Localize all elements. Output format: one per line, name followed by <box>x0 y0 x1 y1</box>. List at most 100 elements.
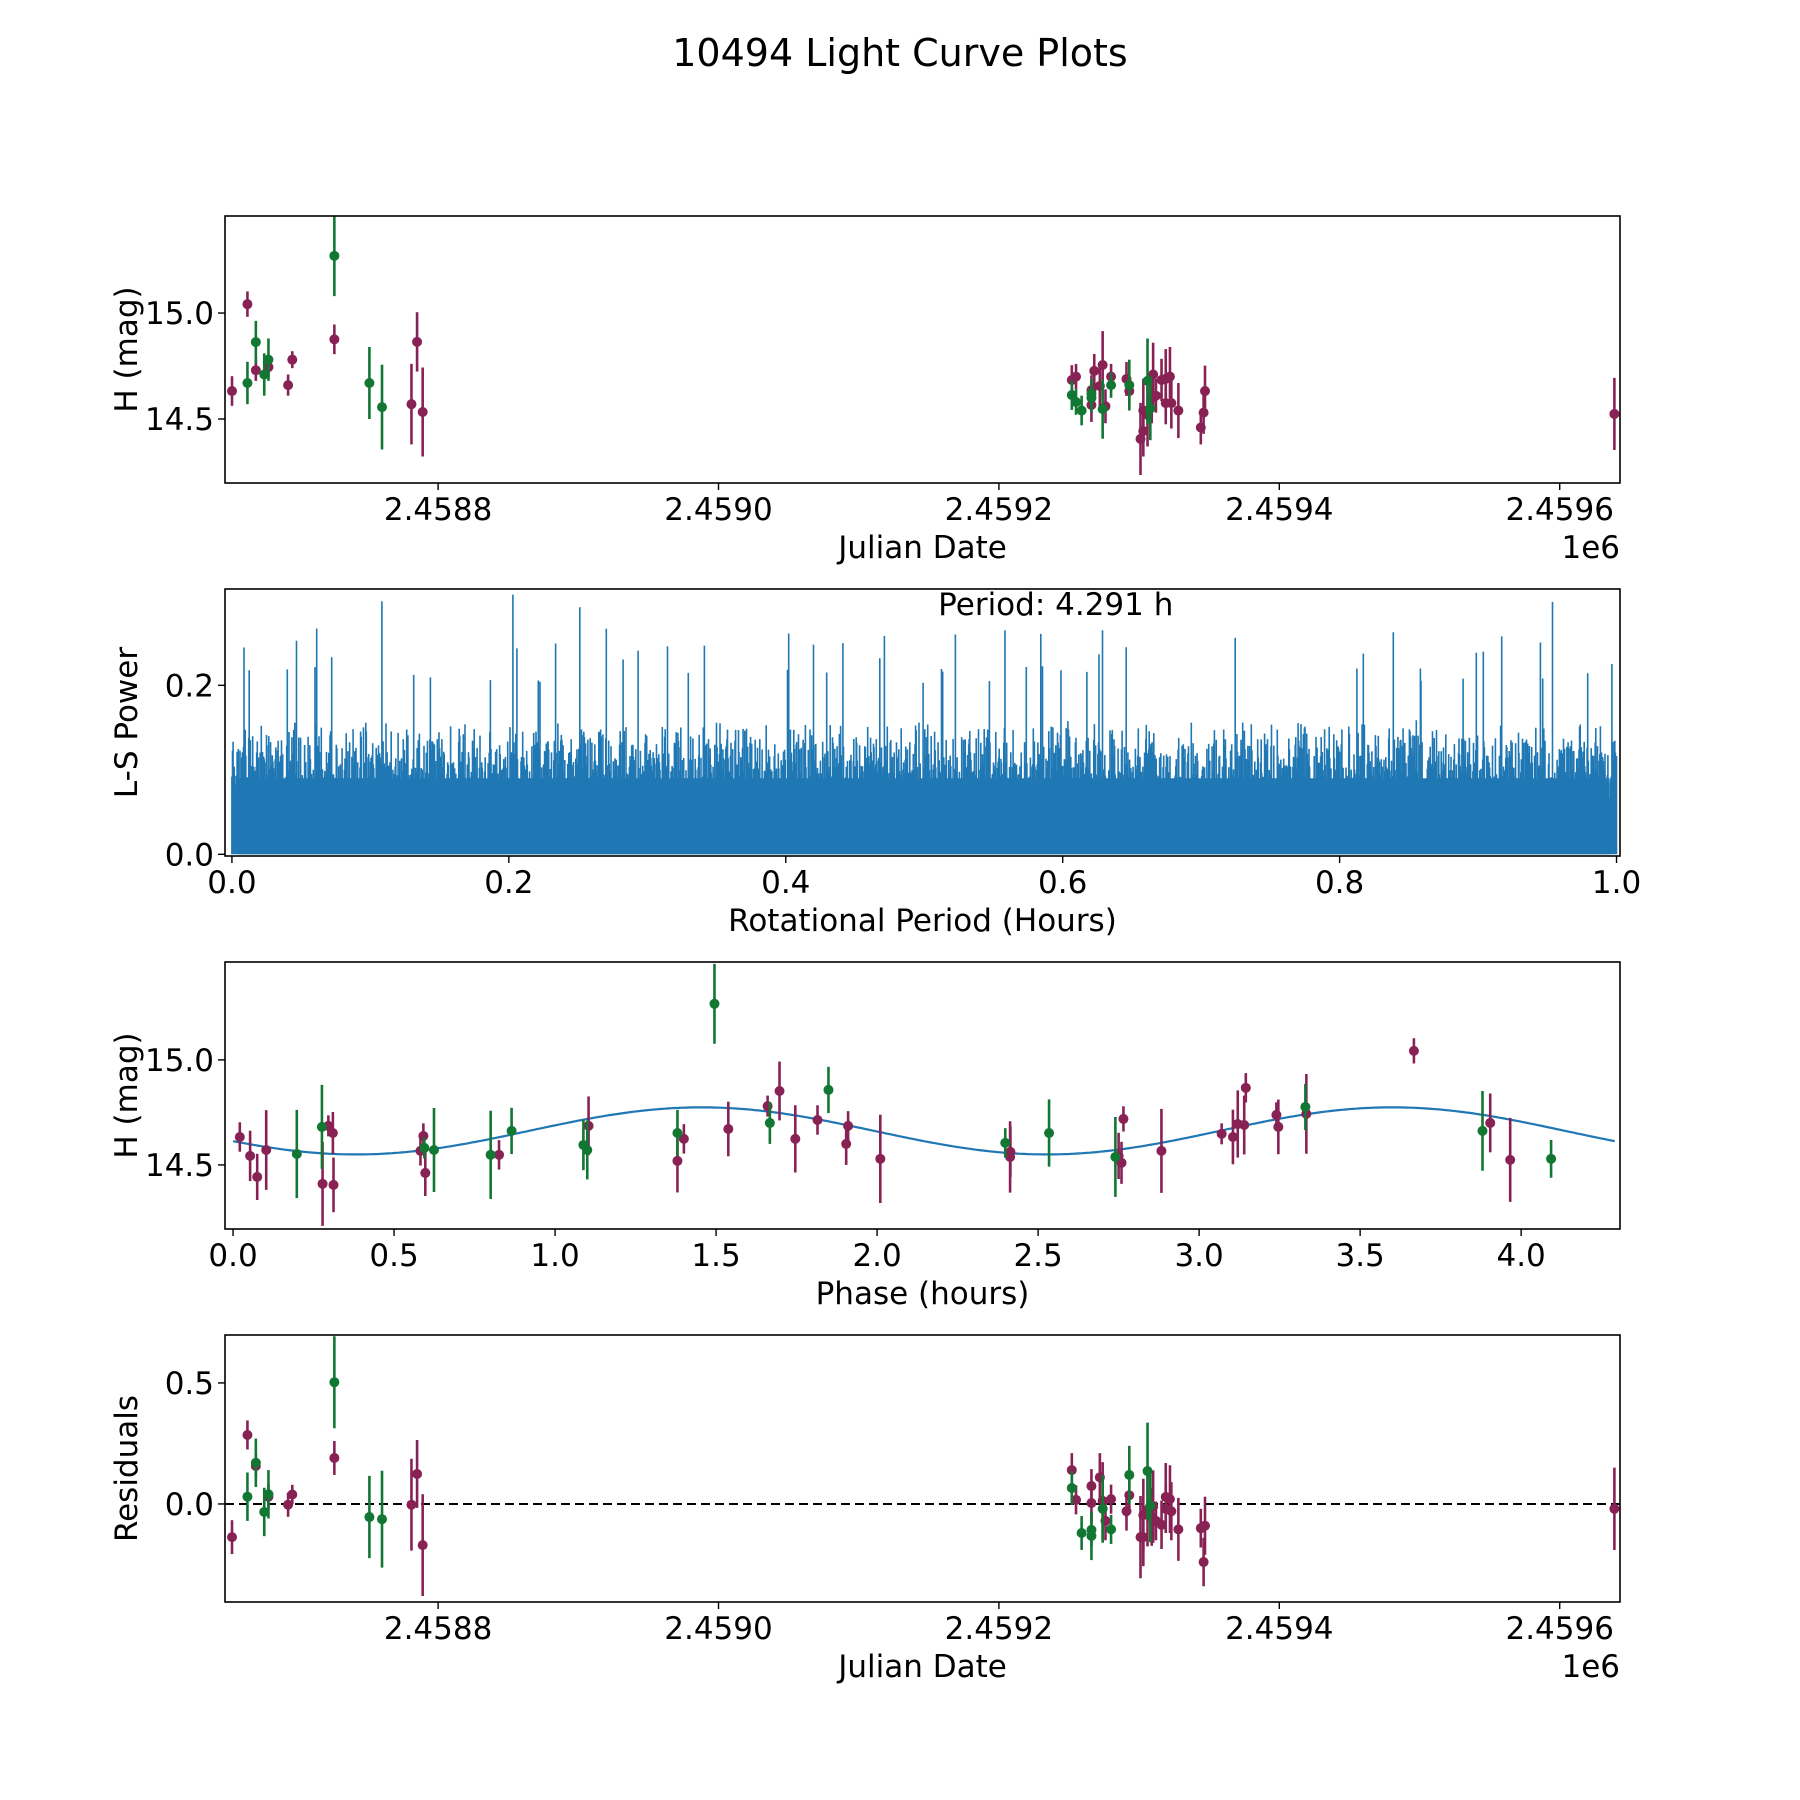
y-axis-label: H (mag) <box>109 1032 145 1158</box>
x-tick-label: 1.0 <box>1592 865 1641 901</box>
data-point <box>506 1125 517 1136</box>
x-tick-label: 2.4596 <box>1505 492 1613 528</box>
data-point <box>1173 1524 1184 1535</box>
data-point <box>790 1133 801 1144</box>
x-tick-label: 4.0 <box>1496 1238 1545 1274</box>
data-point <box>250 365 261 376</box>
data-point <box>1166 398 1177 409</box>
data-point <box>1086 1530 1097 1541</box>
data-point <box>1300 1101 1311 1112</box>
x-tick-label: 2.4590 <box>664 1611 772 1647</box>
data-point <box>242 1429 253 1440</box>
axes-frame <box>224 588 1621 857</box>
data-point <box>1546 1153 1557 1164</box>
data-point <box>252 1171 263 1182</box>
data-point <box>1106 1524 1117 1535</box>
data-point <box>420 1167 431 1178</box>
data-point <box>1200 1520 1211 1531</box>
y-tick-label: 14.5 <box>145 1148 214 1184</box>
data-point <box>1164 371 1175 382</box>
x-tick-label: 3.0 <box>1174 1238 1223 1274</box>
data-point <box>1106 380 1117 391</box>
lightcurve-panel: 2.4588 2.4590 2.4592 2.4594 2.4596 14.5 15.0 Ju… <box>109 215 1621 566</box>
plot-area <box>232 963 1616 1226</box>
y-axis-label: Residuals <box>109 1395 145 1542</box>
data-point <box>377 1514 388 1525</box>
data-point <box>1066 1482 1077 1493</box>
data-point <box>417 1540 428 1551</box>
data-point <box>1173 405 1184 416</box>
data-point <box>1164 1494 1175 1505</box>
data-point <box>812 1114 823 1125</box>
data-point <box>1166 1506 1177 1517</box>
data-point <box>1124 1469 1135 1480</box>
plot-area <box>231 594 1618 855</box>
data-point <box>1227 1131 1238 1142</box>
data-point <box>417 407 428 418</box>
data-point <box>582 1145 593 1156</box>
fit-curve <box>232 1106 1616 1156</box>
data-point <box>329 1452 340 1463</box>
data-point <box>1156 1519 1167 1530</box>
x-offset-label: 1e6 <box>1561 1649 1620 1685</box>
data-point <box>764 1117 775 1128</box>
data-point <box>1066 1465 1077 1476</box>
data-point <box>291 1149 302 1160</box>
x-tick-label: 0.0 <box>208 1238 257 1274</box>
residuals-panel: 2.4588 2.4590 2.4592 2.4594 2.4596 0.0 0.5 Juli… <box>109 1334 1621 1685</box>
x-tick-label: 0.0 <box>207 865 256 901</box>
data-point <box>1216 1128 1227 1139</box>
data-point <box>245 1150 256 1161</box>
data-point <box>242 299 253 310</box>
data-point <box>428 1145 439 1156</box>
data-point <box>412 336 423 347</box>
data-point <box>261 1145 272 1156</box>
data-point <box>242 1491 253 1502</box>
data-point <box>1000 1137 1011 1148</box>
data-point <box>250 1457 261 1468</box>
plot-area <box>227 216 1620 475</box>
x-tick-label: 2.4588 <box>384 492 492 528</box>
data-point <box>263 1489 274 1500</box>
data-point <box>1097 359 1108 370</box>
data-point <box>316 1121 327 1132</box>
y-axis-label: L-S Power <box>109 647 145 798</box>
x-tick-label: 2.4590 <box>664 492 772 528</box>
data-point <box>1076 1528 1087 1539</box>
data-point <box>1145 1500 1156 1511</box>
axes-frame <box>224 1334 1621 1603</box>
figure-title: 10494 Light Curve Plots <box>672 31 1127 75</box>
data-point <box>1198 407 1209 418</box>
x-tick-label: 2.4594 <box>1225 1611 1333 1647</box>
data-point <box>227 1532 238 1543</box>
data-point <box>1005 1151 1016 1162</box>
data-point <box>227 386 238 397</box>
x-tick-label: 0.8 <box>1315 865 1364 901</box>
x-axis-label: Rotational Period (Hours) <box>728 903 1117 939</box>
periodogram-panel: Period: 4.291 h 0.0 0.2 0.4 0.6 0.8 1.0 0.0 0.2 R… <box>109 587 1641 939</box>
x-tick-label: 2.4588 <box>384 1611 492 1647</box>
plot-area <box>225 1336 1620 1596</box>
data-point <box>1477 1125 1488 1136</box>
data-point <box>875 1153 886 1164</box>
data-point <box>1086 1497 1097 1508</box>
y-tick-label: 0.0 <box>165 1487 214 1523</box>
x-tick-label: 2.4592 <box>945 492 1053 528</box>
data-point <box>1097 1503 1108 1514</box>
data-point <box>1150 390 1161 401</box>
period-annotation: Period: 4.291 h <box>938 587 1173 623</box>
data-point <box>242 377 253 388</box>
periodogram-fill <box>238 778 1610 855</box>
data-point <box>1097 404 1108 415</box>
data-point <box>1198 1557 1209 1568</box>
data-point <box>1239 1120 1250 1131</box>
data-point <box>1044 1127 1055 1138</box>
x-tick-label: 3.5 <box>1335 1238 1384 1274</box>
x-tick-label: 0.5 <box>369 1238 418 1274</box>
axes-frame <box>224 961 1621 1230</box>
data-point <box>672 1155 683 1166</box>
data-point <box>412 1468 423 1479</box>
x-tick-label: 2.5 <box>1013 1238 1062 1274</box>
data-point <box>283 1499 294 1510</box>
